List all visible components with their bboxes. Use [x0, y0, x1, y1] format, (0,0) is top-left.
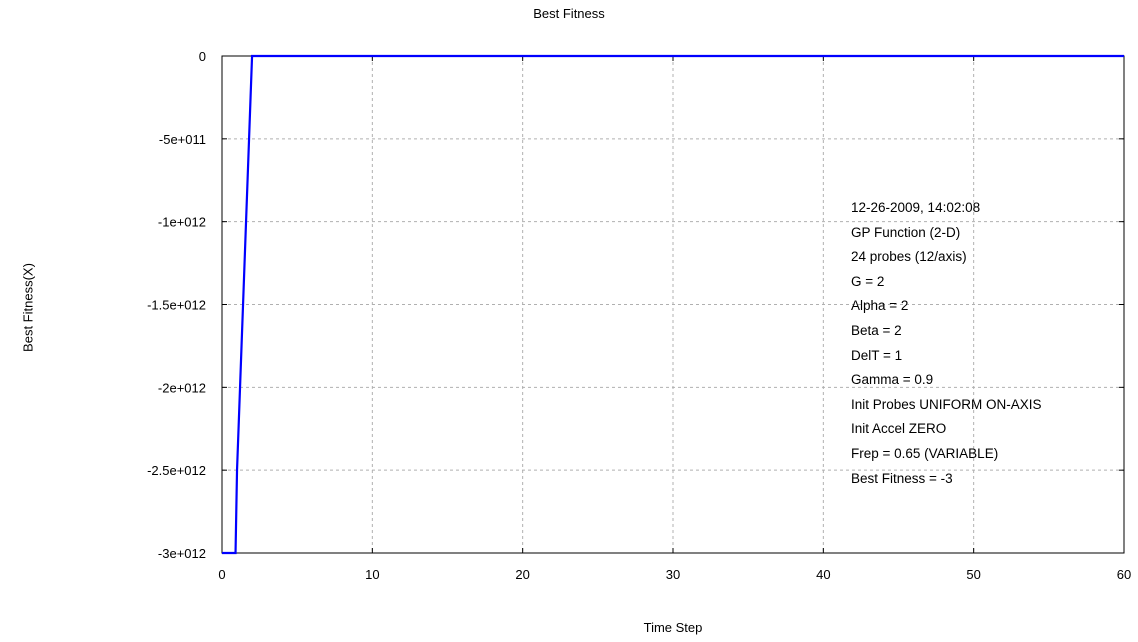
annotation-line: GP Function (2-D) [851, 224, 961, 240]
y-tick-label: -1e+012 [158, 215, 206, 230]
x-axis-label: Time Step [643, 620, 703, 635]
annotation-line: Frep = 0.65 (VARIABLE) [851, 445, 999, 461]
x-tick-label: 50 [966, 567, 980, 582]
y-tick-label: -1.5e+012 [147, 298, 206, 313]
grid-lines [222, 56, 1124, 553]
y-tick-label: -5e+011 [159, 132, 206, 147]
y-tick-label: -2.5e+012 [147, 463, 206, 478]
x-tick-label: 20 [515, 567, 529, 582]
annotation-line: Init Accel ZERO [851, 421, 947, 437]
chart-title: Best Fitness [533, 6, 605, 21]
x-tick-label: 40 [816, 567, 830, 582]
annotation-line: 12-26-2009, 14:02:08 [851, 200, 981, 215]
annotation-line: Init Probes UNIFORM ON-AXIS [851, 396, 1042, 412]
x-tick-label: 30 [666, 567, 680, 582]
x-tick-label: 10 [365, 567, 379, 582]
annotation-box: 12-26-2009, 14:02:08 GP Function (2-D) 2… [851, 196, 1042, 491]
y-axis-label: Best Fitness(X) [20, 263, 36, 352]
series-lines [222, 54, 1124, 555]
annotation-line: DelT = 1 [851, 347, 903, 363]
annotation-line: Gamma = 0.9 [851, 372, 934, 388]
annotation-line: Alpha = 2 [851, 298, 909, 314]
y-tick-label: -3e+012 [158, 546, 206, 561]
annotation-line: 24 probes (12/axis) [851, 249, 967, 265]
y-tick-label: -2e+012 [158, 380, 206, 395]
x-tick-label: 60 [1117, 567, 1131, 582]
annotation-line: Best Fitness = -3 [851, 470, 953, 486]
x-tick-label: 0 [218, 567, 225, 582]
annotation-line: Beta = 2 [851, 322, 902, 338]
y-tick-label: 0 [199, 49, 206, 64]
series-line [222, 54, 1124, 555]
annotation-line: G = 2 [851, 273, 885, 289]
